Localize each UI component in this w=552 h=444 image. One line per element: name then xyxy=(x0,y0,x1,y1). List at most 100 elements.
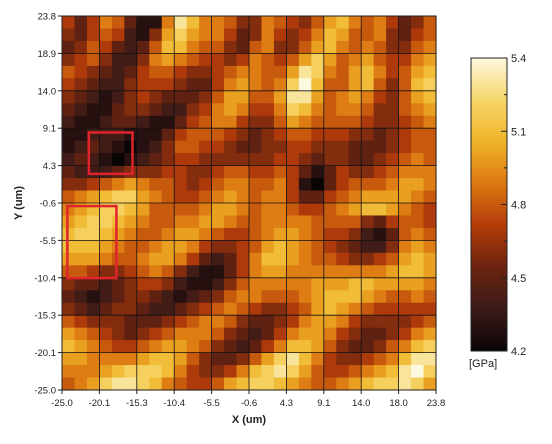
heat-cell xyxy=(423,78,437,92)
heat-cell xyxy=(62,115,76,129)
heat-cell xyxy=(386,377,400,391)
heat-cell xyxy=(361,227,375,241)
heat-cell xyxy=(411,28,425,42)
heat-cell xyxy=(111,53,125,67)
heat-cell xyxy=(224,165,238,179)
heat-cell xyxy=(136,290,150,304)
heat-cell xyxy=(211,16,225,30)
heat-cell xyxy=(336,377,350,391)
heat-cell xyxy=(124,252,138,266)
heat-cell xyxy=(136,103,150,117)
heat-cell xyxy=(74,352,88,366)
heat-cell xyxy=(161,252,175,266)
heat-cell xyxy=(174,377,188,391)
heat-cell xyxy=(411,327,425,341)
heat-cell xyxy=(411,340,425,354)
heat-cell xyxy=(311,365,325,379)
heat-cell xyxy=(186,302,200,316)
heat-cell xyxy=(186,340,200,354)
heat-cell xyxy=(361,103,375,117)
heat-cell xyxy=(86,277,100,291)
heat-cell xyxy=(161,128,175,142)
heat-cell xyxy=(336,277,350,291)
heat-cell xyxy=(224,290,238,304)
heat-cell xyxy=(311,252,325,266)
heat-cell xyxy=(361,53,375,67)
heat-cell xyxy=(86,377,100,391)
heat-cell xyxy=(236,265,250,279)
heat-cell xyxy=(386,252,400,266)
heat-cell xyxy=(136,53,150,67)
heat-cell xyxy=(99,315,113,329)
heat-cell xyxy=(111,78,125,92)
heat-cell xyxy=(298,277,312,291)
heat-cell xyxy=(224,103,238,117)
heat-cell xyxy=(236,128,250,142)
heat-cell xyxy=(411,227,425,241)
heat-cell xyxy=(273,215,287,229)
heat-cell xyxy=(261,178,275,192)
heat-cell xyxy=(361,327,375,341)
heat-cell xyxy=(149,65,163,79)
heat-cell xyxy=(161,340,175,354)
heat-cell xyxy=(298,65,312,79)
heat-cell xyxy=(423,203,437,217)
heat-cell xyxy=(423,227,437,241)
heat-cell xyxy=(386,128,400,142)
heat-cell xyxy=(111,352,125,366)
heat-cell xyxy=(286,165,300,179)
heat-cell xyxy=(249,115,263,129)
heat-cell xyxy=(124,178,138,192)
heat-cell xyxy=(136,377,150,391)
heat-cell xyxy=(186,28,200,42)
heat-cell xyxy=(111,215,125,229)
heat-cell xyxy=(136,115,150,129)
heat-cell xyxy=(373,90,387,104)
heat-cell xyxy=(124,240,138,254)
heat-cell xyxy=(199,315,213,329)
heat-cell xyxy=(423,190,437,204)
heat-cell xyxy=(111,340,125,354)
heat-cell xyxy=(186,90,200,104)
heat-cell xyxy=(361,315,375,329)
heat-cell xyxy=(323,103,337,117)
x-tick-label: -25.0 xyxy=(51,398,73,409)
heat-cell xyxy=(373,377,387,391)
heat-cell xyxy=(298,103,312,117)
heat-cell xyxy=(186,240,200,254)
heat-cell xyxy=(86,103,100,117)
heat-cell xyxy=(224,140,238,154)
heat-cell xyxy=(99,165,113,179)
heat-cell xyxy=(149,90,163,104)
heat-cell xyxy=(423,340,437,354)
heat-cell xyxy=(74,290,88,304)
heat-cell xyxy=(398,227,412,241)
heat-cell xyxy=(99,178,113,192)
heat-cell xyxy=(298,215,312,229)
heat-cell xyxy=(174,252,188,266)
heat-cell xyxy=(373,340,387,354)
heat-cell xyxy=(62,90,76,104)
heat-cell xyxy=(211,90,225,104)
heat-cell xyxy=(373,227,387,241)
heat-cell xyxy=(298,16,312,30)
heat-cell xyxy=(86,16,100,30)
heat-cell xyxy=(124,28,138,42)
heat-cell xyxy=(236,240,250,254)
heat-cell xyxy=(74,315,88,329)
heat-cell xyxy=(323,302,337,316)
heat-cell xyxy=(298,140,312,154)
heat-cell xyxy=(273,65,287,79)
heat-cell xyxy=(136,178,150,192)
heat-cell xyxy=(199,203,213,217)
heat-cell xyxy=(311,277,325,291)
heat-cell xyxy=(423,90,437,104)
heat-cell xyxy=(398,277,412,291)
heat-cell xyxy=(124,203,138,217)
heat-cell xyxy=(174,190,188,204)
heat-cell xyxy=(136,327,150,341)
heat-cell xyxy=(62,290,76,304)
heat-cell xyxy=(99,252,113,266)
heat-cell xyxy=(398,340,412,354)
heat-cell xyxy=(199,128,213,142)
